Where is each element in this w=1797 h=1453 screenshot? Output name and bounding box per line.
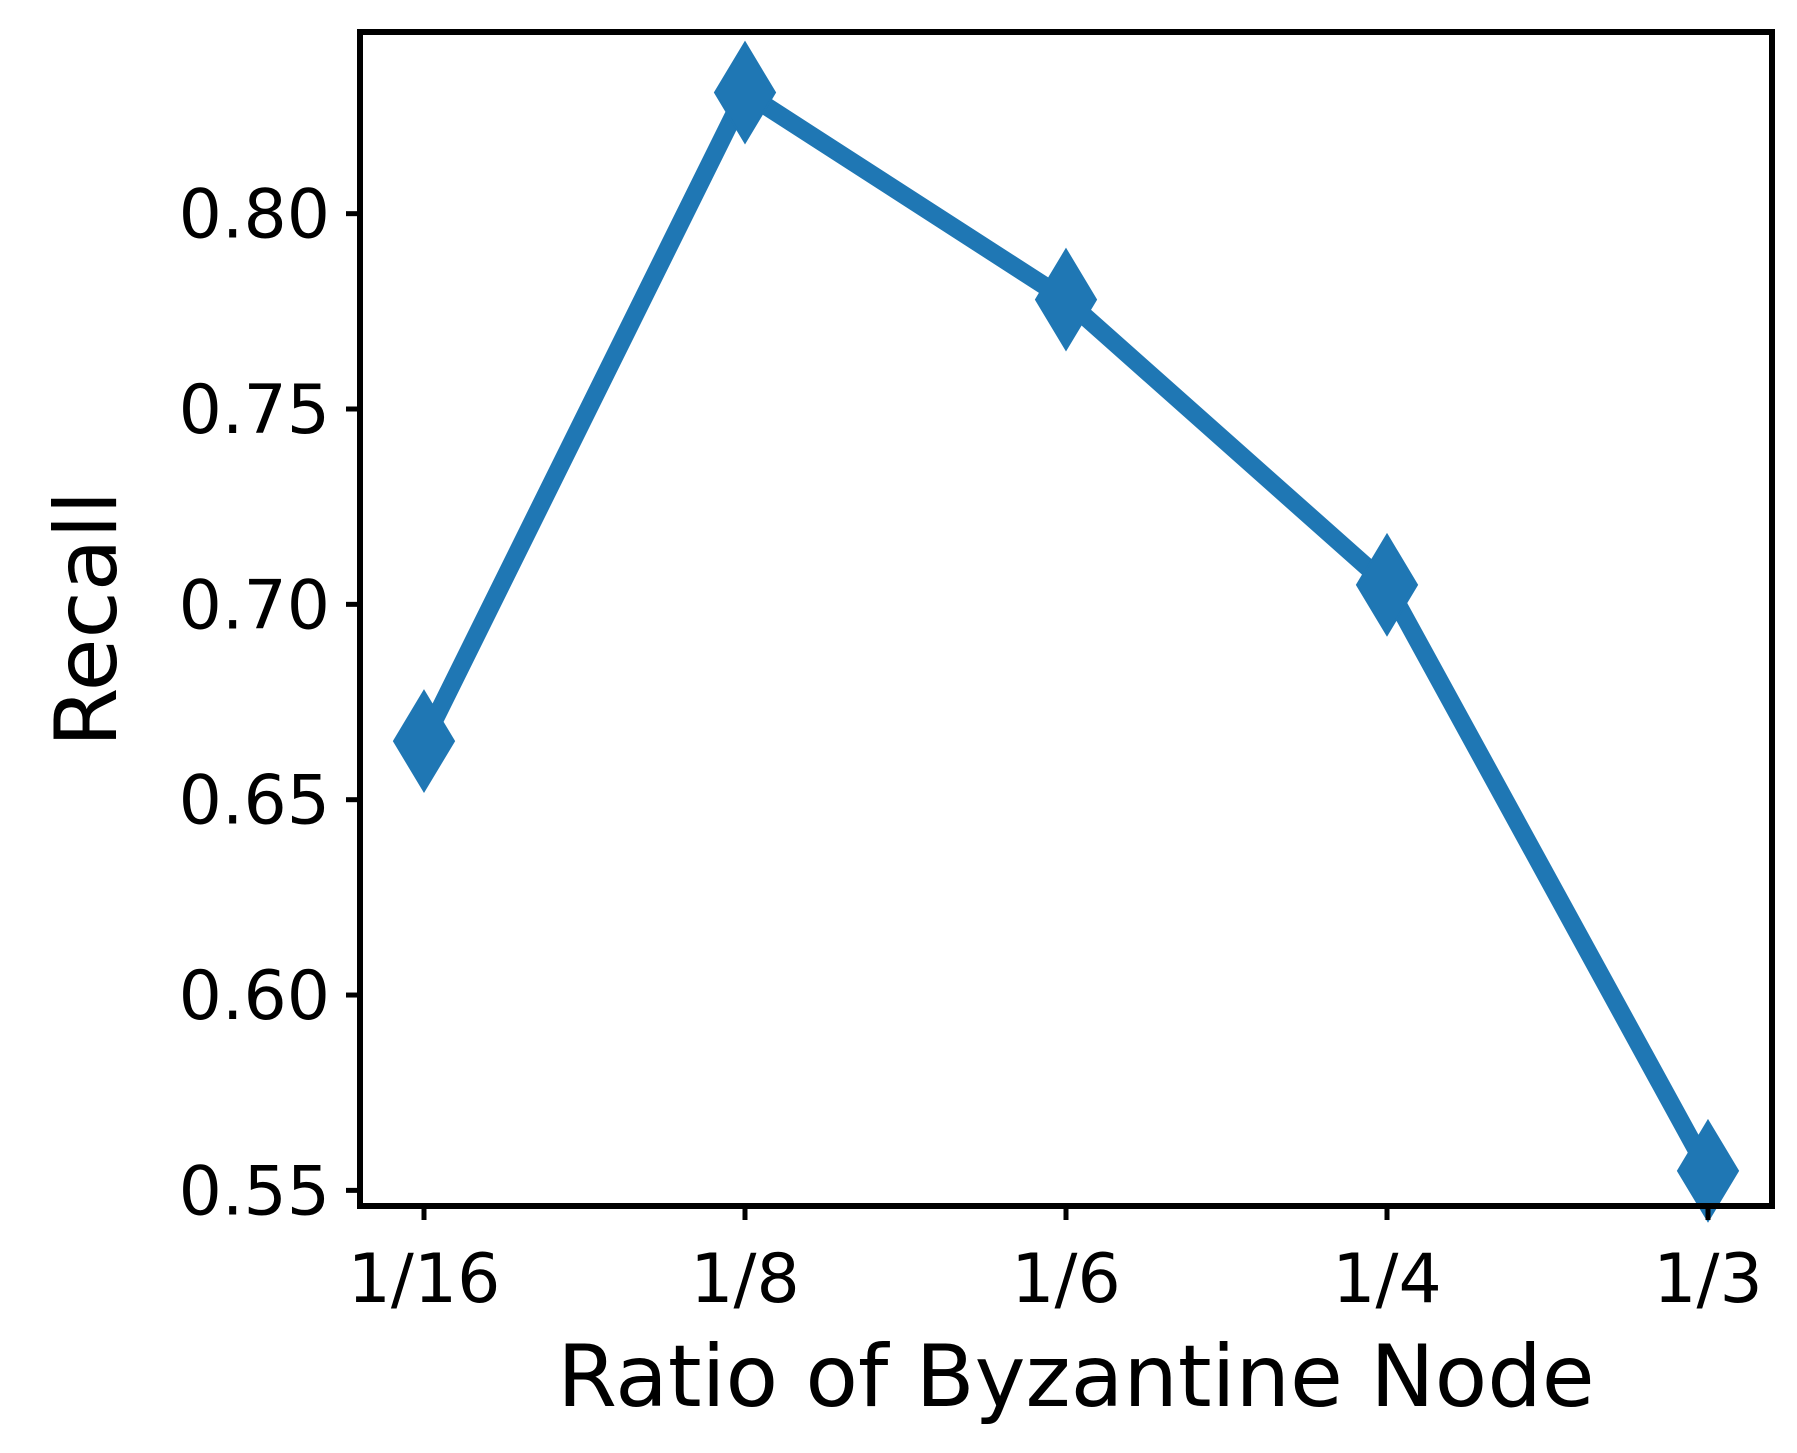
y-tick-label: 0.55 xyxy=(179,1152,330,1231)
x-axis-title: Ratio of Byzantine Node xyxy=(557,1327,1594,1427)
data-point xyxy=(1676,1118,1740,1223)
x-tick-label: 1/8 xyxy=(690,1240,799,1319)
series-layer xyxy=(392,40,1740,1223)
data-point xyxy=(1355,532,1419,637)
y-tick-label: 0.75 xyxy=(179,371,330,450)
plot-frame xyxy=(357,29,1775,1209)
x-tick-label: 1/6 xyxy=(1011,1240,1120,1319)
x-tick-label: 1/3 xyxy=(1653,1240,1762,1319)
y-axis-title: Recall xyxy=(37,491,137,748)
x-tick-label: 1/16 xyxy=(348,1240,501,1319)
y-tick-label: 0.80 xyxy=(179,176,330,255)
data-point xyxy=(713,40,777,145)
x-tick-label: 1/4 xyxy=(1332,1240,1441,1319)
x-axis: 1/16 1/8 1/6 1/4 1/3 xyxy=(348,1206,1763,1319)
y-tick-label: 0.70 xyxy=(179,566,330,645)
data-point xyxy=(1034,247,1098,352)
y-axis: 0.55 0.60 0.65 0.70 0.75 0.80 xyxy=(179,176,360,1231)
data-point xyxy=(392,689,456,794)
y-tick-label: 0.65 xyxy=(179,762,330,841)
y-tick-label: 0.60 xyxy=(179,957,330,1036)
